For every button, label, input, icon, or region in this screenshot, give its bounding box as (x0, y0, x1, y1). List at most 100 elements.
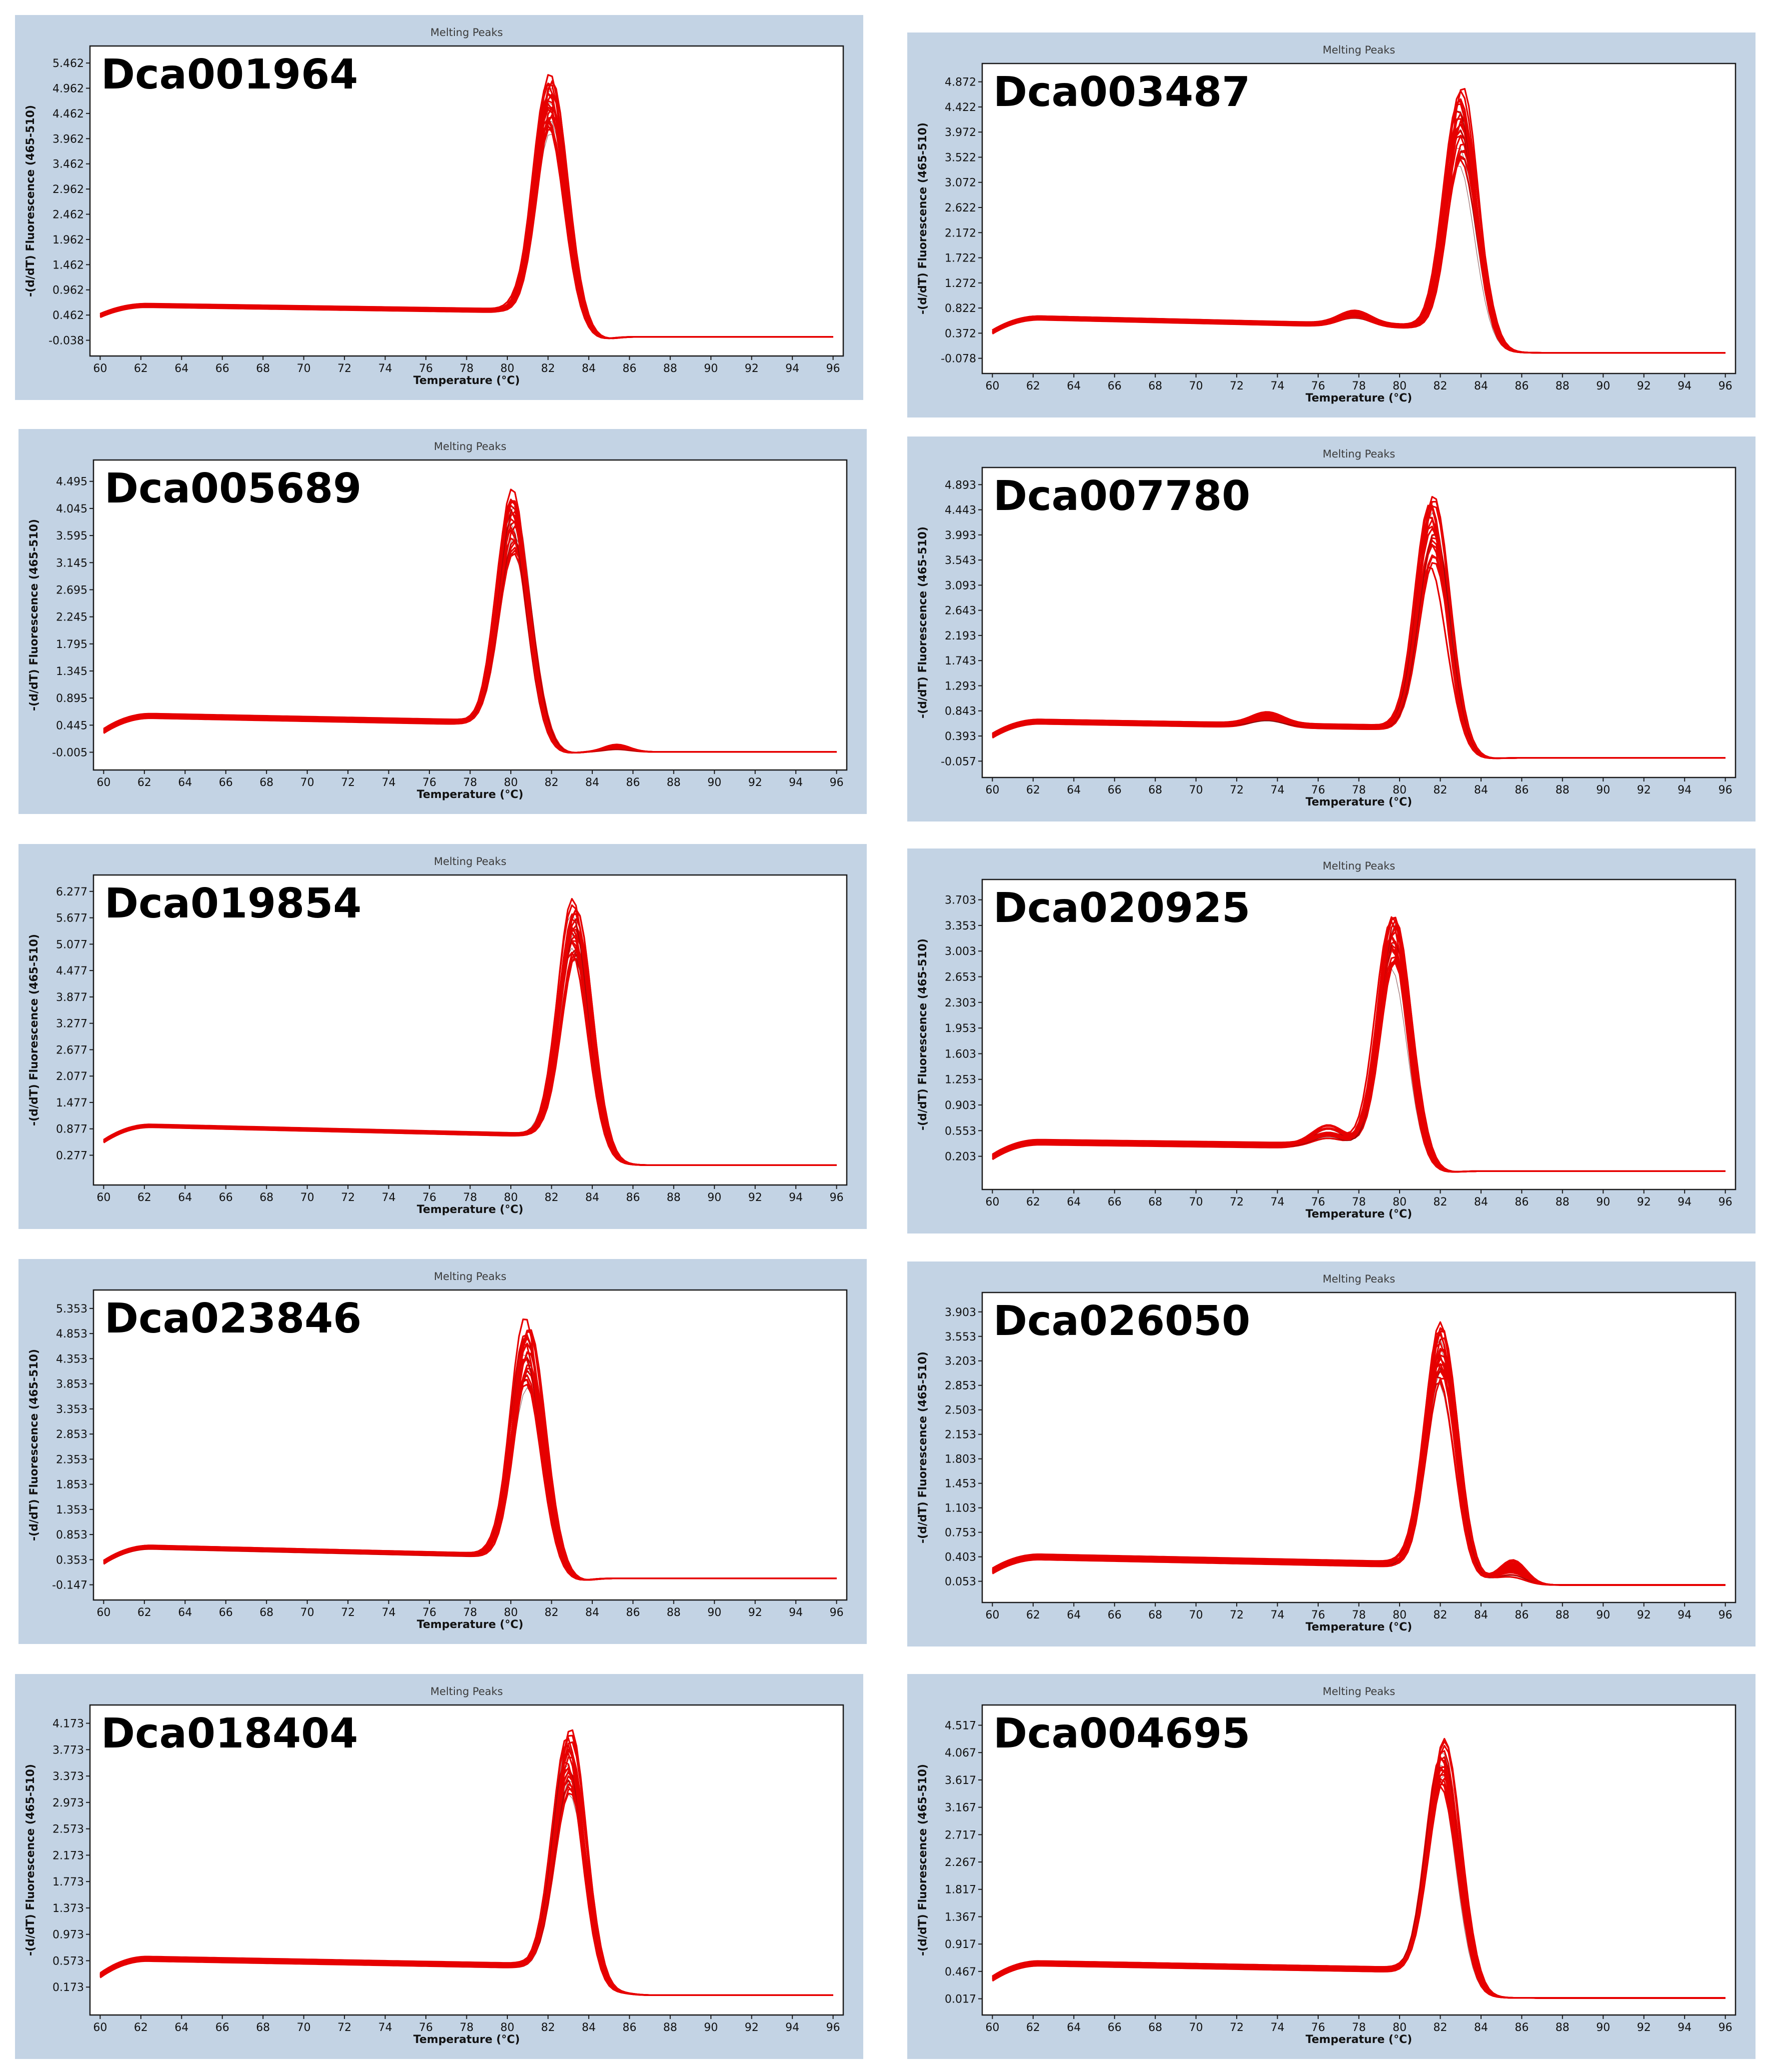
x-tick-label: 68 (1148, 784, 1162, 796)
x-tick-label: 78 (460, 362, 474, 375)
x-tick-label: 72 (341, 1192, 355, 1204)
plot-area (981, 878, 1737, 1190)
x-tick-label: 94 (785, 362, 799, 375)
x-tick-label: 86 (622, 2022, 636, 2034)
chart-title: Melting Peaks (1323, 860, 1395, 872)
x-tick-label: 64 (174, 2022, 188, 2034)
y-tick-label: 3.773 (52, 1744, 84, 1756)
y-tick-label: 5.077 (56, 938, 87, 951)
y-tick-label: 0.573 (52, 1955, 84, 1968)
chart-svg: Melting Peaks 4.173 3.773 3.373 2.973 2.573 2.… (24, 1686, 844, 2046)
chart-svg: Melting Peaks 4.517 4.067 3.617 3.167 2.717 2.… (917, 1686, 1737, 2046)
x-tick-label: 68 (1148, 380, 1162, 392)
x-tick-label: 88 (663, 362, 677, 375)
y-tick-label: 4.893 (945, 479, 976, 492)
x-tick-label: 66 (219, 776, 233, 789)
x-tick-label: 94 (789, 776, 803, 789)
y-axis-label: -(d/dT) Fluorescence (465-510) (917, 938, 929, 1130)
y-tick-label: -0.038 (48, 335, 84, 348)
y-tick-label: 6.277 (56, 886, 87, 898)
y-tick-label: 0.877 (56, 1124, 87, 1136)
y-tick-label: 3.072 (945, 177, 976, 190)
y-tick-label: 3.993 (945, 530, 976, 542)
x-axis-label: Temperature (°C) (1306, 1621, 1412, 1634)
x-tick-label: 70 (297, 362, 311, 375)
x-tick-label: 72 (1230, 2022, 1244, 2034)
x-tick-label: 70 (1189, 1196, 1203, 1208)
x-tick-label: 88 (1556, 784, 1570, 796)
x-tick-label: 96 (830, 1606, 844, 1619)
x-tick-label: 80 (500, 2022, 514, 2034)
y-tick-label: 0.917 (945, 1938, 976, 1951)
chart-panel-dca005689: Melting Peaks 4.495 4.045 3.595 3.145 2.695 2.… (18, 429, 867, 814)
chart-panel-dca018404: Melting Peaks 4.173 3.773 3.373 2.973 2.573 2.… (15, 1674, 863, 2059)
x-tick-label: 60 (93, 362, 107, 375)
x-tick-label: 78 (463, 1192, 477, 1204)
x-tick-label: 92 (1637, 2022, 1651, 2034)
x-tick-label: 96 (1719, 380, 1733, 392)
y-tick-label: 4.173 (52, 1718, 84, 1730)
gene-label: Dca020925 (993, 884, 1250, 932)
x-tick-label: 70 (297, 2022, 311, 2034)
x-tick-label: 64 (178, 1192, 192, 1204)
gene-label: Dca023846 (104, 1295, 361, 1342)
chart-svg: Melting Peaks 6.277 5.677 5.077 4.477 3.877 3.… (28, 856, 848, 1216)
y-tick-label: 0.553 (945, 1125, 976, 1138)
x-tick-label: 62 (1026, 380, 1040, 392)
x-tick-label: 84 (1474, 1609, 1488, 1622)
x-tick-label: 90 (1596, 380, 1610, 392)
y-tick-label: 0.467 (945, 1966, 976, 1978)
y-tick-label: 3.277 (56, 1018, 87, 1030)
y-tick-label: 4.962 (52, 82, 84, 95)
x-tick-label: 68 (259, 1192, 273, 1204)
y-tick-label: 2.172 (945, 227, 976, 240)
x-tick-label: 62 (137, 1192, 151, 1204)
x-tick-label: 60 (985, 2022, 999, 2034)
x-tick-label: 68 (256, 362, 270, 375)
x-tick-label: 88 (667, 776, 681, 789)
x-tick-label: 68 (1148, 1609, 1162, 1622)
y-tick-label: 0.353 (56, 1554, 87, 1566)
x-tick-label: 76 (1311, 1609, 1325, 1622)
x-axis-label: Temperature (°C) (1306, 796, 1412, 808)
x-tick-label: 88 (1556, 380, 1570, 392)
x-tick-label: 82 (1433, 784, 1447, 796)
gene-label: Dca004695 (993, 1710, 1250, 1758)
melt-curve (992, 88, 1726, 354)
y-tick-label: 1.603 (945, 1048, 976, 1060)
y-tick-label: 3.962 (52, 133, 84, 146)
x-tick-label: 60 (985, 1196, 999, 1208)
chart-title: Melting Peaks (434, 856, 506, 868)
x-tick-label: 90 (704, 2022, 718, 2034)
y-tick-label: 4.443 (945, 504, 976, 517)
series-group (992, 88, 1726, 354)
y-tick-label: 1.803 (945, 1454, 976, 1466)
x-tick-label: 78 (460, 2022, 474, 2034)
x-tick-label: 82 (544, 1606, 558, 1619)
melt-curve (103, 488, 837, 754)
x-tick-label: 62 (134, 2022, 148, 2034)
y-tick-label: 3.003 (945, 946, 976, 958)
x-tick-label: 66 (1108, 380, 1122, 392)
y-tick-label: 1.953 (945, 1022, 976, 1035)
y-axis-label: -(d/dT) Fluorescence (465-510) (917, 122, 929, 314)
y-tick-label: 3.853 (56, 1378, 87, 1391)
y-tick-label: 4.045 (56, 503, 87, 516)
x-tick-label: 90 (704, 362, 718, 375)
y-axis-label: -(d/dT) Fluorescence (465-510) (24, 105, 37, 297)
x-tick-label: 72 (1230, 380, 1244, 392)
x-tick-label: 88 (1556, 1609, 1570, 1622)
x-tick-label: 86 (626, 1606, 640, 1619)
x-tick-label: 80 (1393, 2022, 1407, 2034)
x-tick-label: 66 (1108, 784, 1122, 796)
series-group (992, 1321, 1726, 1586)
chart-title: Melting Peaks (430, 1686, 503, 1698)
x-tick-label: 60 (985, 784, 999, 796)
y-tick-label: 1.103 (945, 1502, 976, 1515)
x-tick-label: 70 (300, 1606, 314, 1619)
x-tick-label: 72 (341, 776, 355, 789)
chart-svg: Melting Peaks 5.462 4.962 4.462 3.962 3.462 2.… (24, 26, 844, 387)
chart-svg: Melting Peaks 4.495 4.045 3.595 3.145 2.695 2.… (28, 440, 848, 801)
x-tick-label: 76 (419, 2022, 433, 2034)
y-tick-label: 0.973 (52, 1929, 84, 1942)
